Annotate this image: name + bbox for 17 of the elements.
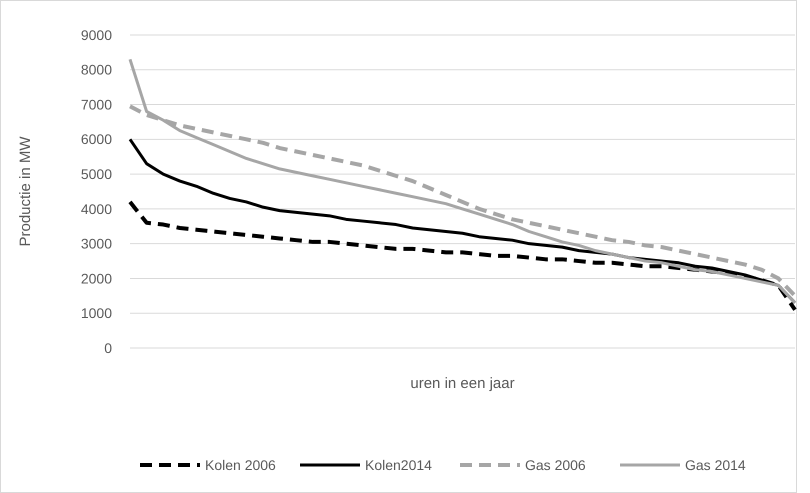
x-axis-title: uren in een jaar bbox=[410, 375, 515, 392]
y-tick-label: 0 bbox=[104, 340, 112, 356]
y-tick-label: 2000 bbox=[80, 270, 112, 286]
y-tick-label: 8000 bbox=[80, 62, 112, 78]
y-tick-label: 3000 bbox=[80, 236, 112, 252]
y-tick-label: 1000 bbox=[80, 305, 112, 322]
line-series bbox=[128, 58, 796, 304]
legend-label: Gas 2014 bbox=[685, 456, 746, 473]
legend-label: Kolen2014 bbox=[365, 456, 432, 473]
y-tick-label: 7000 bbox=[80, 96, 112, 112]
y-tick-label: 4000 bbox=[80, 200, 112, 217]
y-tick-label: 6000 bbox=[80, 131, 112, 148]
y-axis-title: Productie in MW bbox=[17, 136, 34, 247]
legend-label: Gas 2006 bbox=[525, 456, 586, 473]
legend-label: Kolen 2006 bbox=[205, 456, 276, 473]
y-tick-label: 9000 bbox=[80, 26, 112, 43]
y-tick-label: 5000 bbox=[80, 166, 112, 182]
